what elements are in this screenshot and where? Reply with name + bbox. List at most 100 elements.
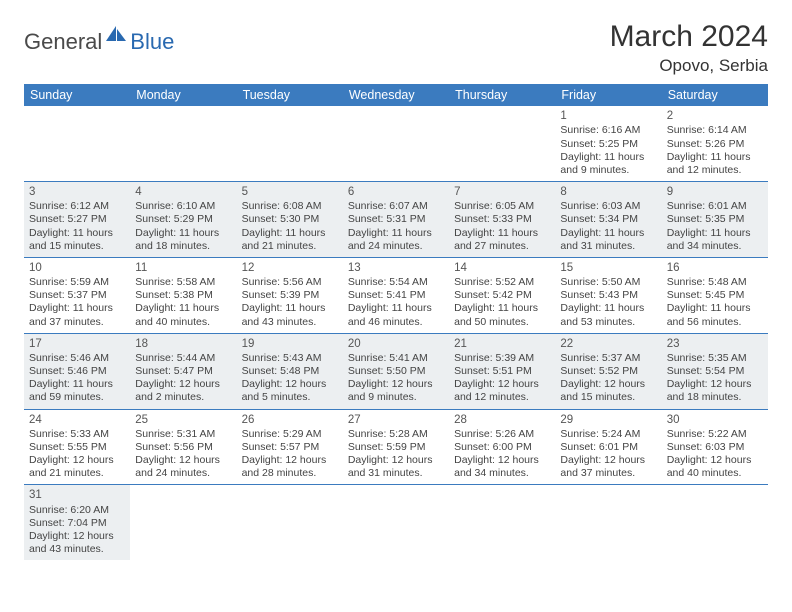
sunrise-label: Sunrise: 5:31 AM [135,428,231,441]
calendar-day: 5Sunrise: 6:08 AMSunset: 5:30 PMDaylight… [237,181,343,257]
daylight-label: Daylight: 11 hours and 37 minutes. [29,302,125,328]
daylight-label: Daylight: 11 hours and 9 minutes. [560,151,656,177]
calendar-day-empty [130,485,236,560]
sunset-label: Sunset: 5:42 PM [454,289,550,302]
title-block: March 2024 Opovo, Serbia [610,20,768,76]
calendar-day: 22Sunrise: 5:37 AMSunset: 5:52 PMDayligh… [555,333,661,409]
sunset-label: Sunset: 5:29 PM [135,213,231,226]
day-number: 12 [242,261,338,275]
day-number: 4 [135,185,231,199]
calendar-body: 1Sunrise: 6:16 AMSunset: 5:25 PMDaylight… [24,106,768,560]
sunrise-label: Sunrise: 5:54 AM [348,276,444,289]
calendar-week: 3Sunrise: 6:12 AMSunset: 5:27 PMDaylight… [24,181,768,257]
weekday-header: Monday [130,84,236,106]
day-number: 17 [29,337,125,351]
sunrise-label: Sunrise: 5:26 AM [454,428,550,441]
calendar-day-empty [449,485,555,560]
sunset-label: Sunset: 5:37 PM [29,289,125,302]
daylight-label: Daylight: 11 hours and 50 minutes. [454,302,550,328]
sunset-label: Sunset: 5:50 PM [348,365,444,378]
calendar-day: 2Sunrise: 6:14 AMSunset: 5:26 PMDaylight… [662,106,768,181]
daylight-label: Daylight: 12 hours and 2 minutes. [135,378,231,404]
sunrise-label: Sunrise: 6:08 AM [242,200,338,213]
daylight-label: Daylight: 11 hours and 15 minutes. [29,227,125,253]
sunset-label: Sunset: 5:30 PM [242,213,338,226]
sunrise-label: Sunrise: 6:20 AM [29,504,125,517]
sunset-label: Sunset: 5:35 PM [667,213,763,226]
daylight-label: Daylight: 12 hours and 34 minutes. [454,454,550,480]
daylight-label: Daylight: 12 hours and 24 minutes. [135,454,231,480]
daylight-label: Daylight: 12 hours and 28 minutes. [242,454,338,480]
calendar-day-empty [662,485,768,560]
daylight-label: Daylight: 11 hours and 21 minutes. [242,227,338,253]
day-number: 16 [667,261,763,275]
day-number: 24 [29,413,125,427]
day-number: 15 [560,261,656,275]
weekday-header: Wednesday [343,84,449,106]
calendar-day: 3Sunrise: 6:12 AMSunset: 5:27 PMDaylight… [24,181,130,257]
daylight-label: Daylight: 11 hours and 53 minutes. [560,302,656,328]
sunrise-label: Sunrise: 5:50 AM [560,276,656,289]
day-number: 20 [348,337,444,351]
weekday-header: Thursday [449,84,555,106]
day-number: 7 [454,185,550,199]
day-number: 25 [135,413,231,427]
sunset-label: Sunset: 5:43 PM [560,289,656,302]
weekday-header-row: SundayMondayTuesdayWednesdayThursdayFrid… [24,84,768,106]
calendar-day: 28Sunrise: 5:26 AMSunset: 6:00 PMDayligh… [449,409,555,485]
daylight-label: Daylight: 11 hours and 40 minutes. [135,302,231,328]
calendar-day-empty [24,106,130,181]
calendar-week: 24Sunrise: 5:33 AMSunset: 5:55 PMDayligh… [24,409,768,485]
calendar-day: 19Sunrise: 5:43 AMSunset: 5:48 PMDayligh… [237,333,343,409]
sunrise-label: Sunrise: 6:16 AM [560,124,656,137]
brand-text-blue: Blue [130,29,174,55]
sunset-label: Sunset: 5:57 PM [242,441,338,454]
sunrise-label: Sunrise: 5:35 AM [667,352,763,365]
calendar-day: 16Sunrise: 5:48 AMSunset: 5:45 PMDayligh… [662,257,768,333]
calendar-week: 10Sunrise: 5:59 AMSunset: 5:37 PMDayligh… [24,257,768,333]
calendar-day: 14Sunrise: 5:52 AMSunset: 5:42 PMDayligh… [449,257,555,333]
sunrise-label: Sunrise: 5:39 AM [454,352,550,365]
sunrise-label: Sunrise: 5:56 AM [242,276,338,289]
sunset-label: Sunset: 7:04 PM [29,517,125,530]
daylight-label: Daylight: 12 hours and 40 minutes. [667,454,763,480]
calendar-day-empty [237,485,343,560]
calendar-day: 18Sunrise: 5:44 AMSunset: 5:47 PMDayligh… [130,333,236,409]
day-number: 8 [560,185,656,199]
sunrise-label: Sunrise: 5:29 AM [242,428,338,441]
sunrise-label: Sunrise: 5:43 AM [242,352,338,365]
day-number: 5 [242,185,338,199]
calendar-day: 29Sunrise: 5:24 AMSunset: 6:01 PMDayligh… [555,409,661,485]
sunset-label: Sunset: 5:51 PM [454,365,550,378]
sunset-label: Sunset: 5:27 PM [29,213,125,226]
sunset-label: Sunset: 5:59 PM [348,441,444,454]
sunset-label: Sunset: 5:48 PM [242,365,338,378]
calendar-day-empty [555,485,661,560]
daylight-label: Daylight: 11 hours and 59 minutes. [29,378,125,404]
daylight-label: Daylight: 11 hours and 34 minutes. [667,227,763,253]
day-number: 3 [29,185,125,199]
daylight-label: Daylight: 11 hours and 12 minutes. [667,151,763,177]
sunset-label: Sunset: 5:47 PM [135,365,231,378]
calendar-day: 31Sunrise: 6:20 AMSunset: 7:04 PMDayligh… [24,485,130,560]
sunset-label: Sunset: 5:52 PM [560,365,656,378]
sunrise-label: Sunrise: 6:10 AM [135,200,231,213]
sunset-label: Sunset: 5:55 PM [29,441,125,454]
calendar-day: 25Sunrise: 5:31 AMSunset: 5:56 PMDayligh… [130,409,236,485]
location-label: Opovo, Serbia [610,56,768,76]
daylight-label: Daylight: 12 hours and 37 minutes. [560,454,656,480]
calendar-day: 20Sunrise: 5:41 AMSunset: 5:50 PMDayligh… [343,333,449,409]
sunset-label: Sunset: 5:39 PM [242,289,338,302]
sunset-label: Sunset: 5:54 PM [667,365,763,378]
calendar-week: 1Sunrise: 6:16 AMSunset: 5:25 PMDaylight… [24,106,768,181]
day-number: 11 [135,261,231,275]
calendar-day: 4Sunrise: 6:10 AMSunset: 5:29 PMDaylight… [130,181,236,257]
daylight-label: Daylight: 11 hours and 56 minutes. [667,302,763,328]
calendar-day: 23Sunrise: 5:35 AMSunset: 5:54 PMDayligh… [662,333,768,409]
calendar-day: 11Sunrise: 5:58 AMSunset: 5:38 PMDayligh… [130,257,236,333]
sunset-label: Sunset: 5:41 PM [348,289,444,302]
sunrise-label: Sunrise: 5:58 AM [135,276,231,289]
sunset-label: Sunset: 6:00 PM [454,441,550,454]
daylight-label: Daylight: 12 hours and 15 minutes. [560,378,656,404]
daylight-label: Daylight: 12 hours and 21 minutes. [29,454,125,480]
